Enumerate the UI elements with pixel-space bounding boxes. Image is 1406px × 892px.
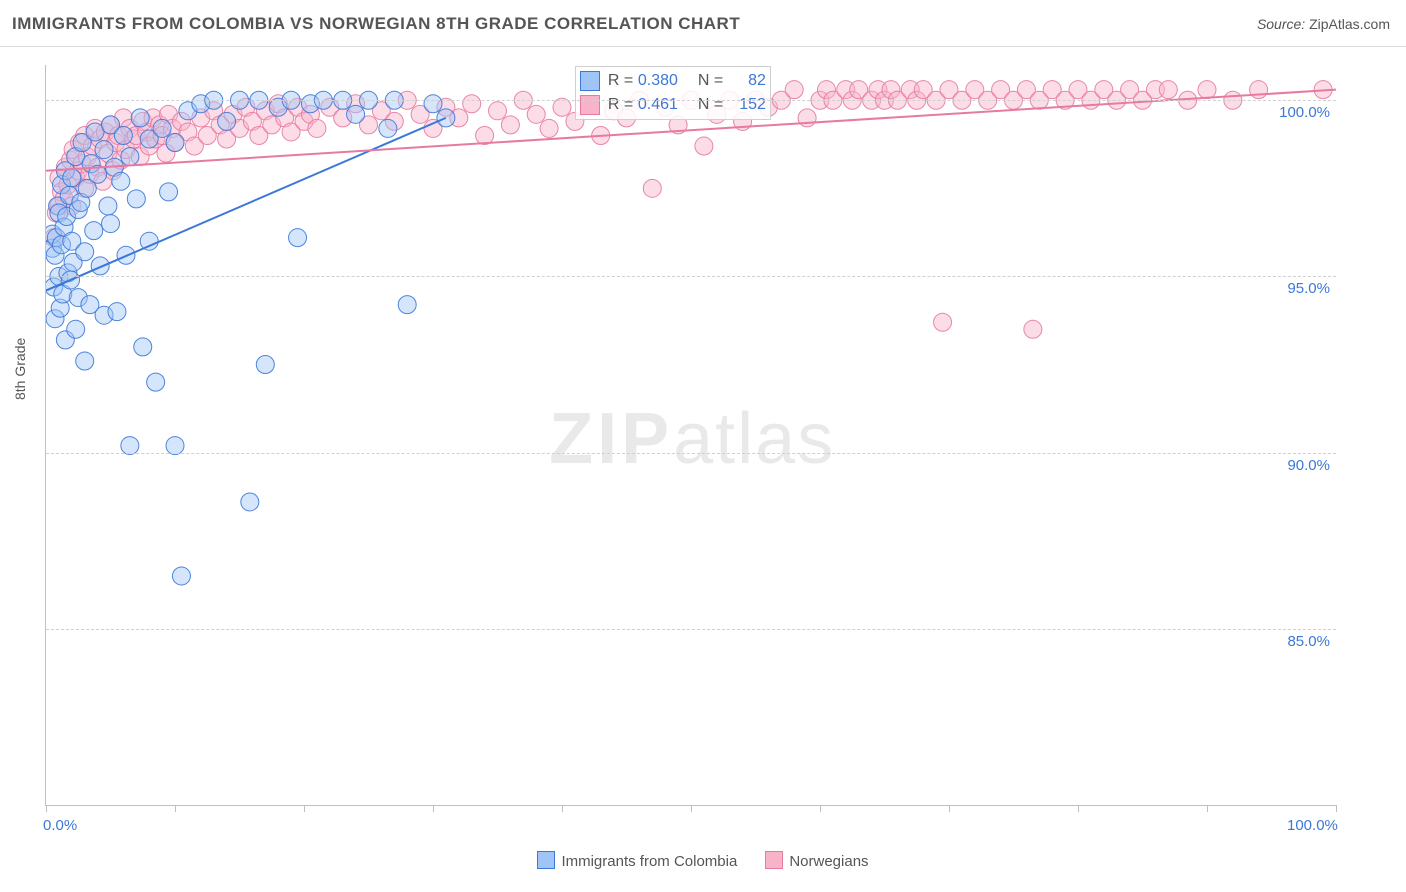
y-tick-label: 100.0% (1279, 104, 1330, 121)
x-tick (949, 805, 950, 812)
plot-svg (46, 65, 1336, 805)
x-tick (46, 805, 47, 812)
data-point-colombia (172, 567, 190, 585)
legend-label-norwegians: Norwegians (789, 853, 868, 870)
gridline (46, 100, 1336, 101)
stats-r-value-colombia: 0.380 (638, 72, 698, 90)
x-tick (691, 805, 692, 812)
x-min-label: 0.0% (43, 817, 77, 834)
data-point-colombia (112, 172, 130, 190)
stats-r-label: R = (608, 72, 638, 90)
x-tick (1336, 805, 1337, 812)
data-point-colombia (76, 243, 94, 261)
x-tick (433, 805, 434, 812)
data-point-norwegians (308, 119, 326, 137)
legend-item-norwegians: Norwegians (765, 851, 868, 870)
stats-n-value-norwegians: 152 (732, 96, 766, 114)
y-axis-label: 8th Grade (12, 338, 28, 400)
stats-r-label: R = (608, 96, 638, 114)
x-tick (175, 805, 176, 812)
source-label: Source: (1257, 16, 1305, 32)
data-point-colombia (289, 229, 307, 247)
y-tick-label: 90.0% (1287, 457, 1330, 474)
data-point-colombia (256, 356, 274, 374)
data-point-norwegians (540, 119, 558, 137)
data-point-norwegians (1250, 81, 1268, 99)
data-point-norwegians (1024, 320, 1042, 338)
stats-swatch-colombia (580, 71, 600, 91)
data-point-colombia (67, 320, 85, 338)
data-point-colombia (85, 222, 103, 240)
data-point-colombia (127, 190, 145, 208)
data-point-colombia (102, 215, 120, 233)
data-point-colombia (99, 197, 117, 215)
x-tick (1207, 805, 1208, 812)
data-point-colombia (153, 119, 171, 137)
data-point-norwegians (934, 313, 952, 331)
source-value: ZipAtlas.com (1309, 16, 1390, 32)
x-max-label: 100.0% (1287, 817, 1338, 834)
chart-title: IMMIGRANTS FROM COLOMBIA VS NORWEGIAN 8T… (12, 14, 740, 34)
data-point-norwegians (501, 116, 519, 134)
bottom-legend: Immigrants from Colombia Norwegians (0, 851, 1406, 870)
stats-n-label: N = (698, 72, 732, 90)
data-point-colombia (63, 169, 81, 187)
stats-n-label: N = (698, 96, 732, 114)
data-point-colombia (347, 105, 365, 123)
stats-swatch-norwegians (580, 95, 600, 115)
y-tick-label: 85.0% (1287, 633, 1330, 650)
data-point-colombia (91, 257, 109, 275)
data-point-norwegians (695, 137, 713, 155)
stats-row-norwegians: R =0.461N =152 (580, 93, 766, 117)
data-point-colombia (131, 109, 149, 127)
legend-swatch-norwegians (765, 851, 783, 869)
data-point-colombia (166, 134, 184, 152)
data-point-colombia (379, 119, 397, 137)
data-point-colombia (114, 126, 132, 144)
x-tick (562, 805, 563, 812)
data-point-colombia (398, 296, 416, 314)
data-point-colombia (147, 373, 165, 391)
data-point-colombia (134, 338, 152, 356)
data-point-colombia (95, 141, 113, 159)
gridline (46, 629, 1336, 630)
stats-r-value-norwegians: 0.461 (638, 96, 698, 114)
data-point-norwegians (785, 81, 803, 99)
data-point-colombia (160, 183, 178, 201)
stats-n-value-colombia: 82 (732, 72, 766, 90)
chart-header: IMMIGRANTS FROM COLOMBIA VS NORWEGIAN 8T… (0, 0, 1406, 47)
data-point-norwegians (1198, 81, 1216, 99)
data-point-colombia (76, 352, 94, 370)
y-tick-label: 95.0% (1287, 280, 1330, 297)
data-point-colombia (218, 112, 236, 130)
plot-area: ZIPatlas R =0.380N =82R =0.461N =152 85.… (45, 65, 1336, 806)
data-point-norwegians (463, 95, 481, 113)
x-tick (304, 805, 305, 812)
chart-source: Source: ZipAtlas.com (1257, 16, 1390, 32)
data-point-colombia (140, 232, 158, 250)
gridline (46, 276, 1336, 277)
data-point-colombia (241, 493, 259, 511)
data-point-norwegians (643, 179, 661, 197)
gridline (46, 453, 1336, 454)
data-point-norwegians (489, 102, 507, 120)
x-tick (1078, 805, 1079, 812)
data-point-colombia (424, 95, 442, 113)
data-point-colombia (108, 303, 126, 321)
legend-item-colombia: Immigrants from Colombia (537, 851, 737, 870)
data-point-norwegians (527, 105, 545, 123)
legend-swatch-colombia (537, 851, 555, 869)
legend-label-colombia: Immigrants from Colombia (561, 853, 737, 870)
x-tick (820, 805, 821, 812)
stats-row-colombia: R =0.380N =82 (580, 69, 766, 93)
correlation-stats-box: R =0.380N =82R =0.461N =152 (575, 66, 771, 120)
data-point-colombia (121, 148, 139, 166)
data-point-norwegians (1159, 81, 1177, 99)
